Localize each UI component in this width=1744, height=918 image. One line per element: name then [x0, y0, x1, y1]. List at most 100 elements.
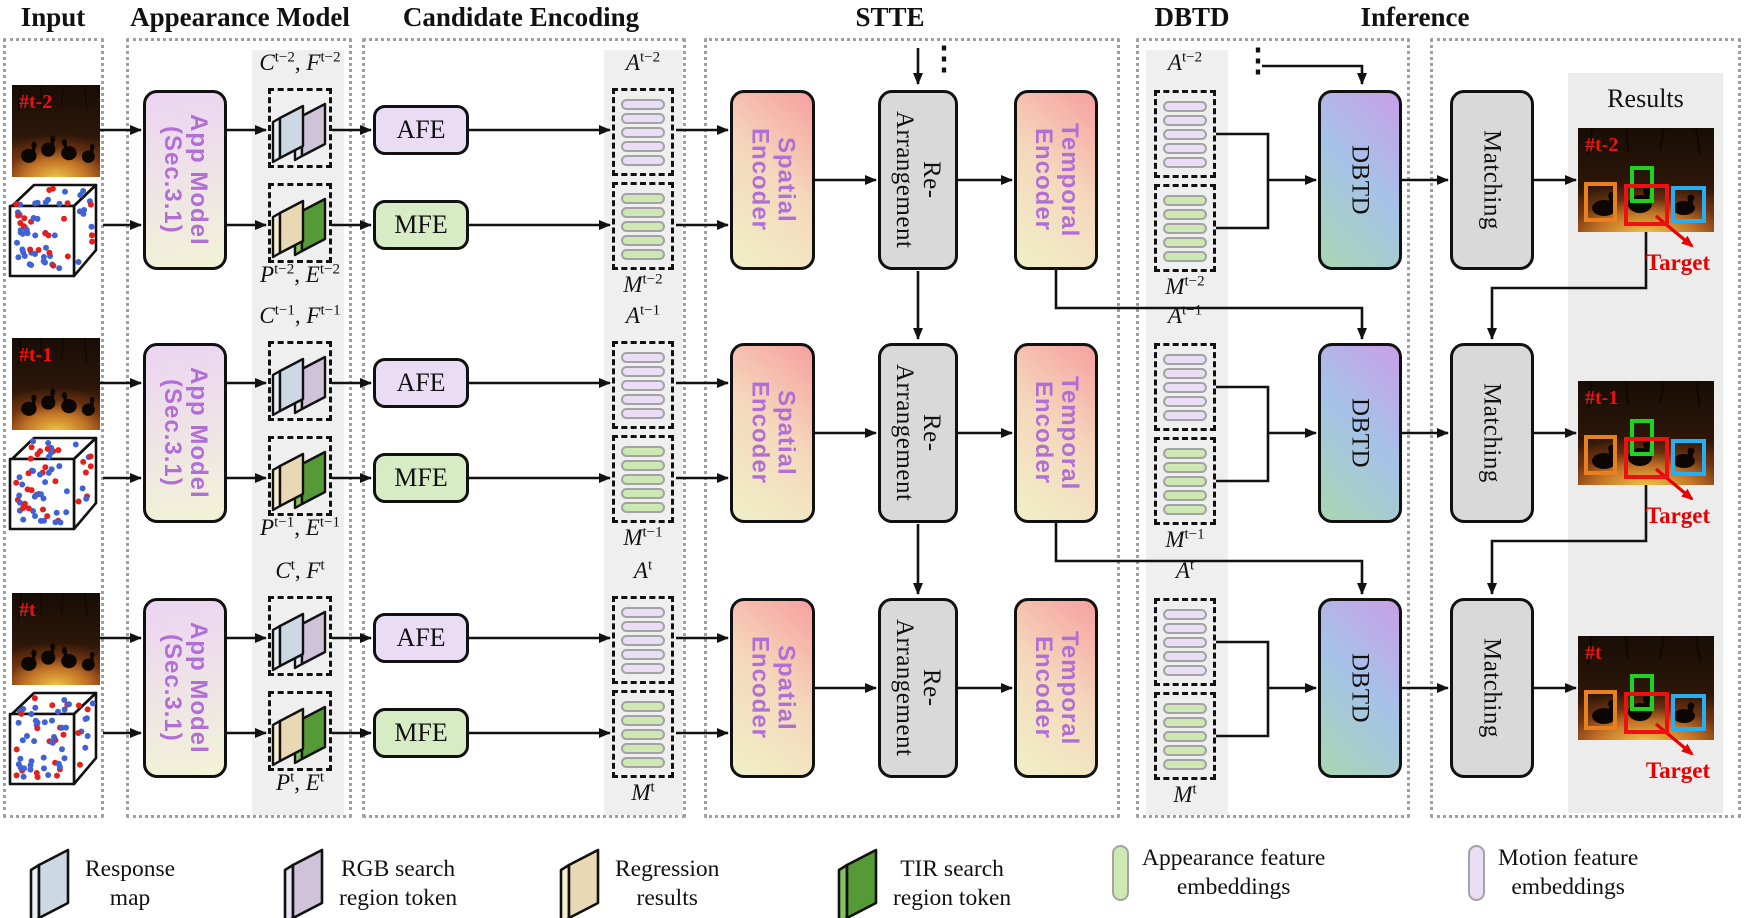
point-cloud-cube — [8, 183, 98, 278]
m-embeddings-label-dbtd: Mt — [1173, 781, 1197, 807]
pipeline-row: #t-1 App Model (Sec.3.1) Ct−1, Ft−1 — [0, 303, 1744, 552]
a-embeddings-label-dbtd: At — [1175, 557, 1195, 583]
spatial-encoder-box: Spatial Encoder — [730, 343, 815, 523]
a-embedding-stack — [612, 88, 674, 176]
afe-box: AFE — [373, 613, 469, 663]
a-embeddings-label: At−2 — [625, 49, 661, 75]
bird-silhouettes-icon — [17, 338, 95, 416]
regression-tir-token-icons — [268, 183, 332, 263]
a-embedding-stack — [612, 341, 674, 429]
matching-box: Matching — [1450, 598, 1534, 778]
input-frame-image: #t — [12, 593, 100, 685]
legend-item: Motion feature embeddings — [1468, 844, 1638, 902]
mfe-box: MFE — [373, 708, 469, 758]
target-pointer-arrow — [1654, 722, 1694, 756]
column-dbtd — [1136, 38, 1410, 818]
header-candidate: Candidate Encoding — [402, 2, 640, 32]
legend: Response map RGB search region token Regress… — [0, 840, 1744, 918]
m-embedding-stack-dbtd — [1154, 184, 1216, 272]
results-title: Results — [1607, 84, 1684, 113]
target-bbox-red — [1624, 692, 1669, 734]
result-frame-image: #t-1 — [1578, 381, 1714, 485]
frame-id-label: #t-2 — [19, 91, 53, 113]
legend-label: RGB search — [340, 856, 456, 882]
app-model-label: App Model — [184, 622, 212, 754]
pipeline-row: #t App Model (Sec.3.1) Ct, Ft — [0, 558, 1744, 807]
bird-silhouettes-icon — [17, 85, 95, 163]
header-stte: STTE — [855, 2, 925, 32]
m-embedding-stack — [612, 182, 674, 270]
frame-id-label: #t — [1585, 642, 1602, 664]
legend-label: embeddings — [1511, 874, 1625, 900]
afe-box: AFE — [373, 358, 469, 408]
a-embeddings-label: At — [633, 557, 653, 583]
candidate-bbox-blue — [1671, 186, 1706, 223]
candidate-bbox-orange — [1584, 182, 1617, 222]
dbtd-box: DBTD — [1318, 343, 1402, 523]
rearrangement-box: Re- Arrangement — [878, 90, 958, 270]
legend-label: Regression — [615, 856, 720, 882]
motion-embedding-icon — [1468, 845, 1485, 901]
target-bbox-red — [1624, 437, 1669, 479]
app-model-section-label: (Sec.3.1) — [159, 634, 186, 742]
target-pointer-arrow — [1654, 214, 1694, 248]
legend-label: map — [109, 885, 151, 911]
matching-box: Matching — [1450, 90, 1534, 270]
legend-item: Response map — [28, 844, 175, 918]
legend-label: region token — [893, 885, 1012, 911]
cf-token-label: Ct−1, Ft−1 — [259, 302, 341, 328]
a-embedding-stack-dbtd — [1154, 343, 1216, 431]
legend-label: results — [636, 885, 698, 911]
m-embeddings-label: Mt−1 — [623, 524, 663, 550]
a-embeddings-label-dbtd: At−2 — [1167, 49, 1203, 75]
candidate-bbox-orange — [1584, 690, 1617, 730]
m-embedding-stack-dbtd — [1154, 692, 1216, 780]
dbtd-box: DBTD — [1318, 598, 1402, 778]
appearance-token-strip — [252, 50, 344, 815]
m-embeddings-label-dbtd: Mt−2 — [1165, 273, 1205, 299]
a-embedding-stack-dbtd — [1154, 90, 1216, 178]
app-model-label: App Model — [184, 367, 212, 499]
regression-tir-token-icons — [268, 436, 332, 516]
header-input: Input — [20, 2, 86, 32]
target-bbox-red — [1624, 184, 1669, 226]
ellipsis-icon: ⋮ — [1242, 42, 1274, 78]
dbtd-box: DBTD — [1318, 90, 1402, 270]
mfe-box: MFE — [373, 200, 469, 250]
pe-token-label: Pt, Et — [276, 769, 324, 795]
ellipsis-icon: ⋮ — [928, 40, 960, 76]
bird-silhouettes-icon — [1587, 381, 1701, 469]
m-embedding-stack — [612, 435, 674, 523]
target-label: Target — [1645, 503, 1711, 528]
pe-token-label: Pt−1, Et−1 — [260, 514, 340, 540]
response-rgb-token-icons — [268, 596, 332, 676]
candidate-bbox-orange — [1584, 435, 1617, 475]
legend-item: Regression results — [558, 844, 719, 918]
column-stte — [704, 38, 1120, 818]
legend-item: RGB search region token — [282, 844, 457, 918]
column-appearance — [126, 38, 352, 818]
mfe-box: MFE — [373, 453, 469, 503]
appearance-embedding-icon — [1112, 845, 1129, 901]
app-model-box: App Model (Sec.3.1) — [143, 343, 227, 523]
m-embeddings-label: Mt — [631, 779, 655, 805]
app-model-section-label: (Sec.3.1) — [159, 379, 186, 487]
bird-silhouettes-icon — [17, 593, 95, 671]
m-embedding-stack-dbtd — [1154, 437, 1216, 525]
frame-id-label: #t-1 — [19, 344, 53, 366]
pipeline-row: #t-2 App Model (Sec.3.1) Ct−2, Ft−2 — [0, 50, 1744, 299]
a-embedding-stack — [612, 596, 674, 684]
candidate-bbox-blue — [1671, 439, 1706, 476]
cf-token-label: Ct, Ft — [275, 557, 325, 583]
column-candidate — [362, 38, 686, 818]
app-model-section-label: (Sec.3.1) — [159, 126, 186, 234]
input-frame-image: #t-2 — [12, 85, 100, 177]
spatial-encoder-box: Spatial Encoder — [730, 90, 815, 270]
point-cloud-cube — [8, 436, 98, 531]
cf-token-label: Ct−2, Ft−2 — [259, 49, 341, 75]
result-frame-image: #t — [1578, 636, 1714, 740]
column-inference — [1430, 38, 1741, 818]
m-embeddings-label: Mt−2 — [623, 271, 663, 297]
